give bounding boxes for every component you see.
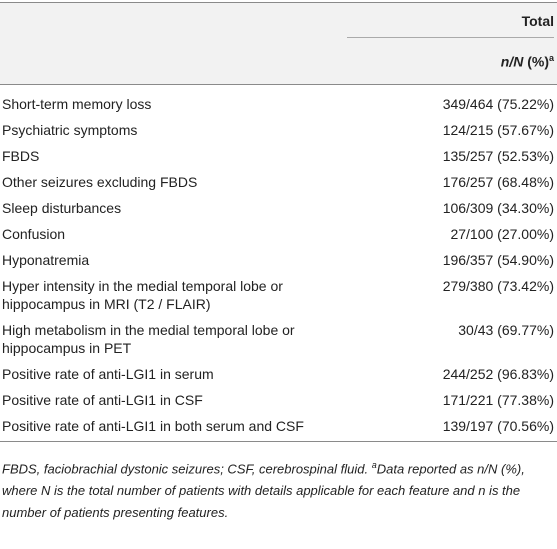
feature-cell: Positive rate of anti-LGI1 in CSF bbox=[2, 392, 203, 408]
feature-cell: Psychiatric symptoms bbox=[2, 122, 138, 138]
value-cell: 30/43 (69.77%) bbox=[458, 322, 554, 338]
table-body: Short-term memory loss 349/464 (75.22%) Ps… bbox=[0, 85, 557, 442]
feature-cell: Sleep disturbances bbox=[2, 200, 122, 216]
table-row: Hyponatremia 196/357 (54.90%) bbox=[0, 247, 557, 273]
footnote: FBDS, faciobrachial dystonic seizures; C… bbox=[0, 442, 557, 524]
footnote-text: Data reported as n/N (%), where N is the… bbox=[2, 461, 525, 521]
table-row: Hyper intensity in the medial temporal l… bbox=[0, 273, 557, 317]
value-cell: 196/357 (54.90%) bbox=[442, 252, 554, 268]
table-row: Positive rate of anti-LGI1 in serum 244/2… bbox=[0, 361, 557, 387]
data-table: Total n/N (%)a Short-term memory loss 349… bbox=[0, 2, 557, 442]
value-cell: 139/197 (70.56%) bbox=[344, 413, 557, 442]
subheader-cell: n/N (%)a bbox=[344, 38, 557, 85]
value-cell: 244/252 (96.83%) bbox=[442, 366, 554, 382]
feature-cell: FBDS bbox=[2, 148, 40, 164]
table-row: High metabolism in the medial temporal l… bbox=[0, 317, 557, 361]
table-row: Confusion 27/100 (27.00%) bbox=[0, 221, 557, 247]
subheader-rest: (%) bbox=[523, 53, 549, 70]
value-cell: 176/257 (68.48%) bbox=[442, 174, 554, 190]
feature-cell: Hyponatremia bbox=[2, 252, 90, 268]
feature-cell: High metabolism in the medial temporal l… bbox=[2, 322, 295, 356]
header-blank bbox=[0, 2, 344, 38]
subheader-italic: n/N bbox=[500, 53, 524, 70]
value-cell: 124/215 (57.67%) bbox=[442, 122, 554, 138]
value-cell: 106/309 (34.30%) bbox=[442, 200, 554, 216]
header-cell: Total bbox=[344, 2, 557, 38]
table-row: Positive rate of anti-LGI1 in both serum… bbox=[0, 413, 557, 442]
value-cell: 135/257 (52.53%) bbox=[442, 148, 554, 164]
feature-cell: Short-term memory loss bbox=[2, 96, 152, 112]
footnote-superscript: a bbox=[371, 460, 377, 470]
header-blank bbox=[0, 38, 344, 85]
feature-cell: Positive rate of anti-LGI1 in both serum… bbox=[0, 413, 344, 442]
value-cell: 171/221 (77.38%) bbox=[442, 392, 554, 408]
feature-cell: Confusion bbox=[2, 226, 66, 242]
table-row: Psychiatric symptoms 124/215 (57.67%) bbox=[0, 117, 557, 143]
table-row: Sleep disturbances 106/309 (34.30%) bbox=[0, 195, 557, 221]
value-cell: 349/464 (75.22%) bbox=[442, 96, 554, 112]
footnote-text: FBDS, faciobrachial dystonic seizures; C… bbox=[2, 461, 372, 477]
table-row: Other seizures excluding FBDS 176/257 (68… bbox=[0, 169, 557, 195]
table-row: Short-term memory loss 349/464 (75.22%) bbox=[0, 85, 557, 118]
feature-cell: Positive rate of anti-LGI1 in serum bbox=[2, 366, 214, 382]
value-cell: 279/380 (73.42%) bbox=[442, 278, 554, 294]
table-row: FBDS 135/257 (52.53%) bbox=[0, 143, 557, 169]
feature-cell: Hyper intensity in the medial temporal l… bbox=[2, 278, 283, 312]
table-row: Positive rate of anti-LGI1 in CSF 171/221… bbox=[0, 387, 557, 413]
feature-cell: Other seizures excluding FBDS bbox=[2, 174, 198, 190]
value-cell: 27/100 (27.00%) bbox=[450, 226, 554, 242]
column-title: Total bbox=[347, 4, 554, 38]
subheader-superscript: a bbox=[548, 52, 554, 63]
